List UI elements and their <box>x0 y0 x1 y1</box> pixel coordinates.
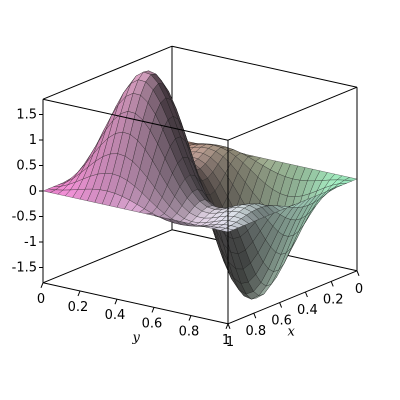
x-tick-mark <box>330 281 334 287</box>
x-axis: 1 0.8 0.6 0.4 0.2 0 <box>226 270 363 350</box>
y-tick-label: 0.6 <box>142 316 163 331</box>
box-edge-front <box>227 86 358 141</box>
x-tick-label: 1 <box>226 335 234 350</box>
y-tick-mark <box>151 307 155 313</box>
x-tick-label: 0.4 <box>297 303 318 318</box>
y-tick-mark <box>225 323 229 329</box>
z-tick-label: 1.5 <box>16 108 37 123</box>
x-tick-mark <box>227 323 231 329</box>
y-tick-mark <box>40 282 44 288</box>
z-tick-label: 1 <box>29 133 37 148</box>
x-tick-mark <box>356 270 360 276</box>
y-tick-label: 0 <box>37 292 45 307</box>
y-tick-mark <box>77 290 81 297</box>
box-edge-front <box>42 98 229 141</box>
x-tick-label: 0.2 <box>323 292 344 307</box>
bounding-box-front <box>42 86 358 325</box>
y-tick-mark <box>188 315 192 321</box>
y-tick-label: 0.4 <box>105 308 126 323</box>
box-edge-back <box>42 45 173 100</box>
box-edge-front <box>227 270 358 325</box>
z-tick-label: -1 <box>24 235 37 250</box>
box-edge-back <box>42 229 173 284</box>
box-edge-front <box>42 282 229 325</box>
x-tick-mark <box>279 302 283 308</box>
x-tick-mark <box>304 291 308 298</box>
z-axis: 1.5 1 0.5 0 -0.5 -1 -1.5 <box>12 108 43 276</box>
z-tick-label: -1.5 <box>12 261 37 276</box>
y-tick-label: 0.8 <box>179 325 200 340</box>
surface-face <box>220 228 234 233</box>
y-axis: 0 0.2 0.4 0.6 0.8 1 <box>37 282 230 348</box>
x-tick-label: 0 <box>355 282 363 297</box>
z-tick-label: -0.5 <box>12 210 37 225</box>
x-tick-label: 0.6 <box>271 314 292 329</box>
z-tick-label: 0.5 <box>16 159 37 174</box>
x-tick-label: 0.8 <box>245 324 266 339</box>
y-tick-mark <box>114 299 118 305</box>
x-axis-label: x <box>288 324 296 339</box>
z-tick-label: 0 <box>29 184 37 199</box>
box-edge-back <box>171 45 358 88</box>
y-tick-label: 1 <box>222 333 230 348</box>
surface-mesh <box>42 70 358 300</box>
y-tick-label: 0.2 <box>68 300 89 315</box>
x-tick-mark <box>253 313 257 319</box>
y-axis-label: y <box>132 330 141 345</box>
